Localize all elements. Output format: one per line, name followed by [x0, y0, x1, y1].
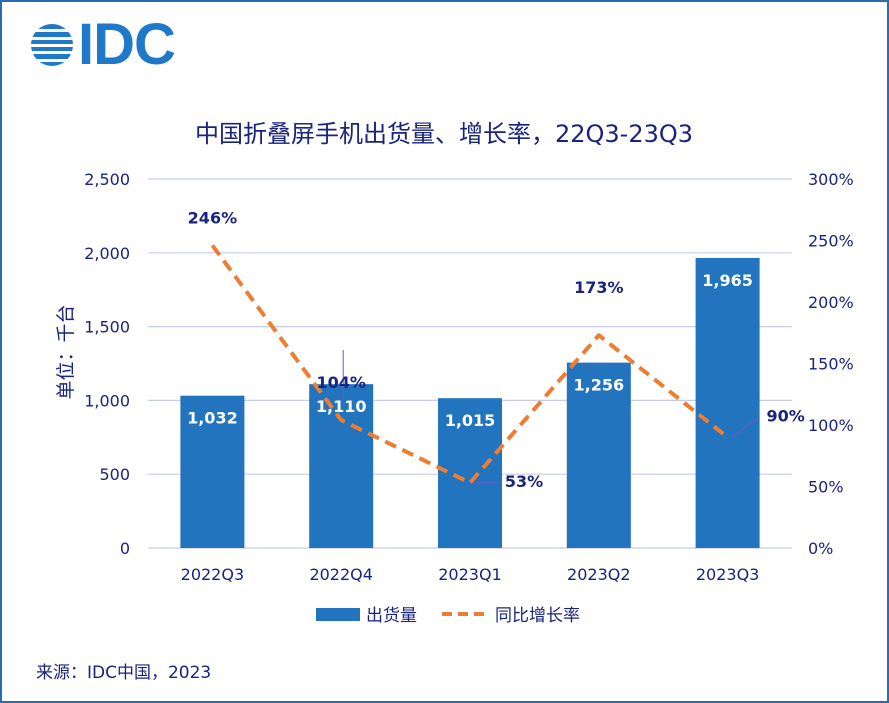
y-tick-label: 1,500 [84, 318, 130, 337]
growth-value-label: 104% [316, 373, 365, 392]
growth-value-label: 173% [574, 278, 623, 297]
x-tick-label: 2022Q3 [181, 565, 245, 584]
bar [180, 395, 245, 548]
growth-value-label: 90% [766, 406, 804, 425]
bar-value-label: 1,110 [316, 397, 367, 416]
x-tick-label: 2023Q1 [438, 565, 502, 584]
y-tick-label: 1,000 [84, 391, 130, 410]
y-tick-label: 2,000 [84, 244, 130, 263]
y2-tick-label: 200% [808, 293, 854, 312]
bar [566, 362, 631, 548]
bar-value-label: 1,965 [702, 271, 753, 290]
chart-title: 中国折叠屏手机出货量、增长率，22Q3-23Q3 [195, 120, 693, 148]
x-tick-label: 2022Q4 [309, 565, 373, 584]
y2-tick-label: 0% [808, 539, 833, 558]
y-tick-label: 0 [120, 539, 130, 558]
y-axis-label: 单位：千台 [55, 304, 77, 399]
bar-value-label: 1,015 [445, 411, 496, 430]
leader-line [731, 416, 760, 438]
y-tick-label: 2,500 [84, 170, 130, 189]
y2-tick-label: 50% [808, 478, 844, 497]
growth-value-label: 246% [188, 208, 237, 227]
y2-tick-label: 100% [808, 416, 854, 435]
y-tick-label: 500 [99, 465, 130, 484]
globe-icon [31, 24, 73, 66]
legend-line-label: 同比增长率 [495, 606, 580, 626]
bar [438, 398, 502, 548]
y2-tick-label: 150% [808, 355, 854, 374]
growth-line [210, 244, 729, 485]
x-tick-label: 2023Q2 [567, 565, 631, 584]
y2-tick-label: 300% [808, 170, 854, 189]
bar [309, 384, 374, 548]
brand-name: IDC [78, 12, 176, 77]
idc-logo: IDC [30, 12, 176, 77]
bar-value-label: 1,032 [187, 409, 238, 428]
legend-bar-label: 出货量 [366, 606, 417, 626]
growth-value-label: 53% [505, 472, 543, 491]
bar-value-label: 1,256 [573, 376, 624, 395]
legend: 出货量 同比增长率 [316, 606, 580, 626]
bar [695, 257, 760, 548]
x-tick-label: 2023Q3 [696, 565, 760, 584]
y2-tick-label: 250% [808, 232, 854, 251]
source-note: 来源：IDC中国，2023 [36, 663, 212, 683]
legend-bar-swatch [316, 608, 360, 621]
